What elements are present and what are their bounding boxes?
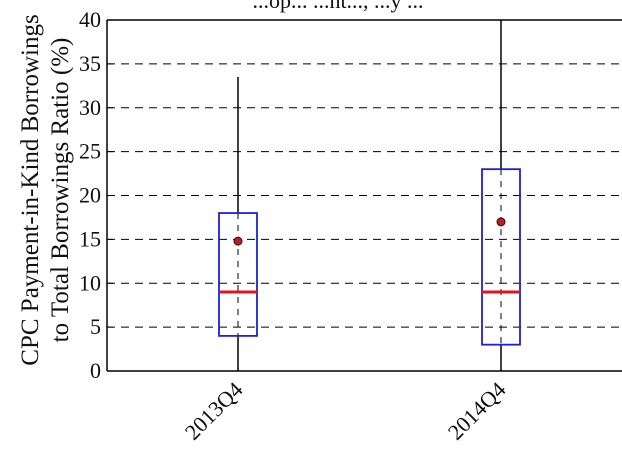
y-tick-label-40: 40 bbox=[79, 7, 101, 32]
gridlines bbox=[107, 63, 622, 328]
box-rect-2014Q4 bbox=[481, 168, 521, 346]
y-axis-label-line-1: CPC Payment-in-Kind Borrowings bbox=[17, 14, 44, 365]
y-tick-label-30: 30 bbox=[79, 95, 101, 120]
y-axis-label-line-2: to Total Borrowings Ratio (%) bbox=[47, 38, 74, 343]
y-tick-label-5: 5 bbox=[90, 314, 101, 339]
x-tick-label-2014Q4: 2014Q4 bbox=[443, 377, 511, 445]
y-tick-labels: 0 5 10 15 20 25 30 35 40 bbox=[79, 7, 101, 383]
box-2014Q4 bbox=[481, 20, 521, 371]
y-tick-label-10: 10 bbox=[79, 270, 101, 295]
boxes bbox=[218, 20, 521, 371]
x-tick-labels: 2013Q4 2014Q4 bbox=[180, 377, 511, 445]
box-2013Q4 bbox=[218, 77, 258, 371]
y-tick-label-15: 15 bbox=[79, 226, 101, 251]
y-tick-label-25: 25 bbox=[79, 139, 101, 164]
y-tick-label-0: 0 bbox=[90, 358, 101, 383]
y-tick-label-20: 20 bbox=[79, 183, 101, 208]
chart-title: ...op... ...nt..., ...y ... bbox=[252, 0, 423, 13]
y-tick-label-35: 35 bbox=[79, 51, 101, 76]
mean-marker-2013Q4 bbox=[233, 236, 243, 246]
mean-marker-2014Q4 bbox=[496, 217, 506, 227]
box-rect-2013Q4 bbox=[218, 212, 258, 337]
axes bbox=[106, 19, 622, 372]
x-tick-label-2013Q4: 2013Q4 bbox=[180, 377, 248, 445]
